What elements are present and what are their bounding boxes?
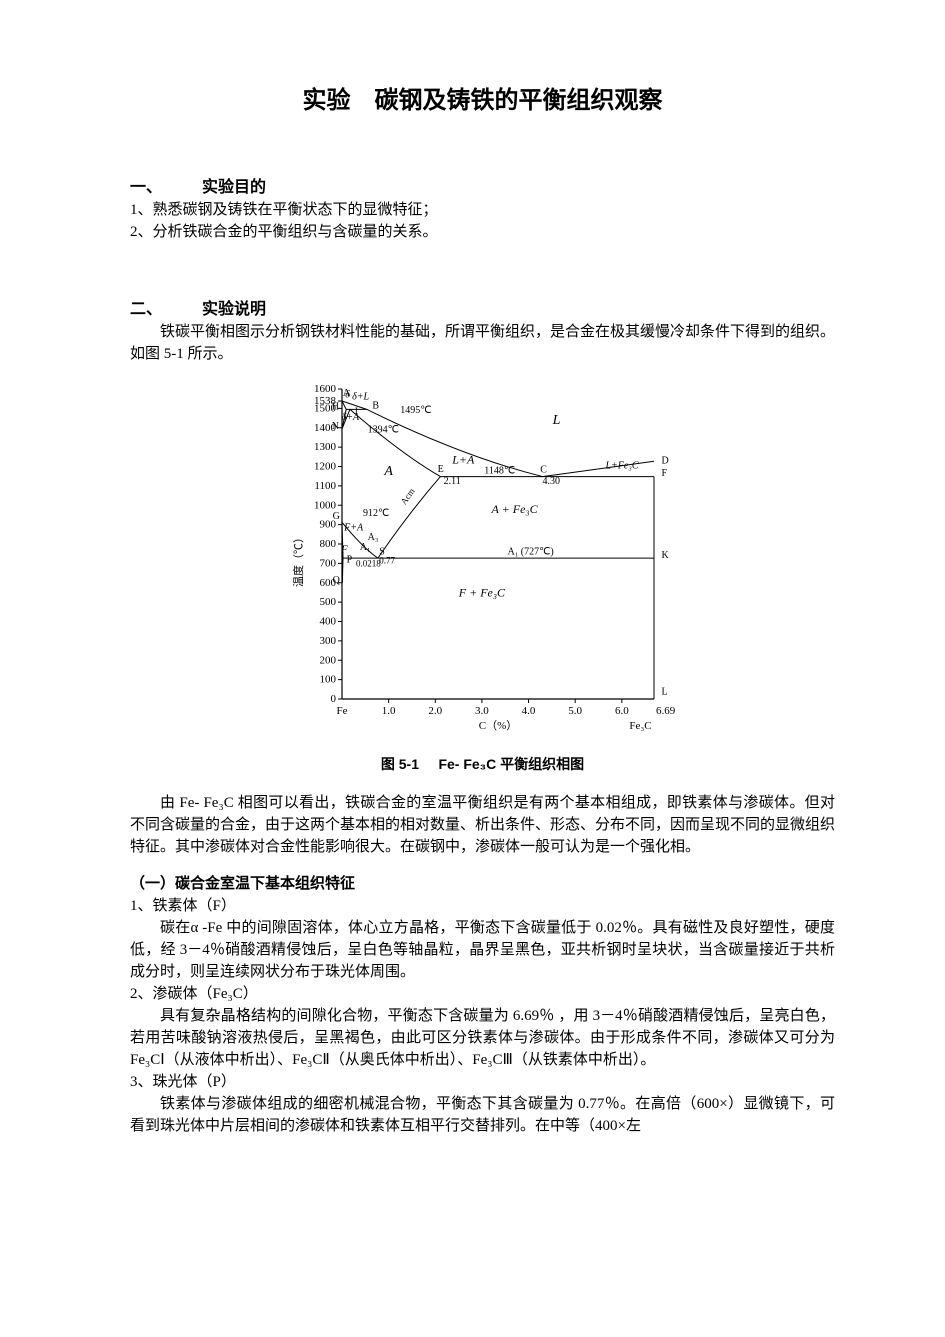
svg-text:100: 100 (319, 674, 336, 686)
s1-item-2: 2、分析铁碳合金的平衡组织与含碳量的关系。 (130, 221, 835, 243)
svg-text:Fe₃C: Fe₃C (629, 720, 651, 732)
section-1-title: 实验目的 (202, 179, 266, 196)
svg-text:N: N (331, 421, 338, 432)
svg-text:δ+L: δ+L (352, 392, 369, 403)
section-1-num: 一、 (130, 173, 202, 197)
item-1-num: 1、铁素体（F） (130, 895, 835, 917)
svg-text:3.0: 3.0 (475, 705, 489, 717)
svg-text:A₁ (727℃): A₁ (727℃) (507, 547, 553, 558)
gap (130, 243, 835, 265)
fig-caption-b: Fe- Fe₃C 平衡组织相图 (438, 756, 584, 772)
page-title: 实验 碳钢及铸铁的平衡组织观察 (130, 80, 835, 115)
fig-caption-a: 图 5-1 (381, 756, 419, 772)
svg-text:C（%）: C（%） (478, 719, 517, 732)
svg-text:0: 0 (330, 693, 336, 705)
svg-text:1495℃: 1495℃ (400, 405, 431, 416)
svg-text:6.69: 6.69 (656, 705, 676, 717)
gap (130, 265, 835, 287)
svg-text:F + Fe₃C: F + Fe₃C (457, 585, 505, 599)
svg-text:K: K (661, 550, 669, 561)
svg-text:L: L (661, 687, 667, 698)
section-2-head: 二、实验说明 (130, 295, 835, 319)
svg-text:C: C (540, 464, 547, 475)
svg-text:800: 800 (319, 538, 336, 550)
svg-text:1.0: 1.0 (381, 705, 395, 717)
svg-text:A: A (383, 464, 393, 479)
svg-text:1300: 1300 (314, 441, 337, 453)
page: 实验 碳钢及铸铁的平衡组织观察 一、实验目的 1、熟悉碳钢及铸铁在平衡状态下的显… (0, 0, 945, 1337)
svg-text:1148℃: 1148℃ (484, 465, 515, 476)
section-1-head: 一、实验目的 (130, 173, 835, 197)
svg-text:E: E (437, 464, 443, 475)
subsection-1-head: （一）碳合金室温下基本组织特征 (130, 872, 835, 893)
svg-text:B: B (372, 400, 379, 411)
svg-text:1394℃: 1394℃ (367, 425, 398, 436)
svg-text:200: 200 (319, 654, 336, 666)
phase-diagram-svg: 0100200300400500600700800900100011001200… (288, 379, 678, 739)
item-3-num: 3、珠光体（P） (130, 1071, 835, 1093)
svg-text:L+Fe₃C: L+Fe₃C (604, 460, 638, 471)
svg-text:G: G (332, 511, 339, 522)
svg-text:4.0: 4.0 (521, 705, 535, 717)
svg-text:H: H (331, 401, 338, 412)
item-1-body: 碳在α -Fe 中的间隙固溶体，体心立方晶格，平衡态下含碳量低于 0.02％。具… (130, 917, 835, 983)
svg-text:4.30: 4.30 (542, 476, 560, 487)
svg-text:Q: Q (332, 575, 340, 586)
svg-text:1000: 1000 (314, 499, 337, 511)
item-3-body: 铁素体与渗碳体组成的细密机械混合物，平衡态下其含碳量为 0.77％。在高倍（60… (130, 1093, 835, 1137)
svg-text:700: 700 (319, 557, 336, 569)
svg-text:1600: 1600 (314, 383, 337, 395)
svg-text:1100: 1100 (314, 480, 336, 492)
svg-text:L: L (551, 413, 560, 428)
svg-text:F: F (661, 468, 667, 479)
svg-text:300: 300 (319, 635, 336, 647)
section-2-title: 实验说明 (202, 301, 266, 318)
svg-text:P: P (346, 554, 352, 565)
svg-text:2.11: 2.11 (443, 476, 460, 487)
svg-text:A: A (342, 388, 350, 399)
svg-text:A + Fe₃C: A + Fe₃C (490, 502, 538, 516)
svg-text:0.0218: 0.0218 (355, 558, 380, 568)
svg-text:J: J (354, 406, 358, 416)
svg-text:500: 500 (319, 596, 336, 608)
svg-text:400: 400 (319, 616, 336, 628)
figure-5-1-caption: 图 5-1 Fe- Fe₃C 平衡组织相图 (130, 754, 835, 774)
svg-text:6.0: 6.0 (614, 705, 628, 717)
figure-5-1: 0100200300400500600700800900100011001200… (130, 379, 835, 744)
section-2-para: 铁碳平衡相图示分析钢铁材料性能的基础，所谓平衡组织，是合金在极其缓慢冷却条件下得… (130, 321, 835, 365)
s2-after-para: 由 Fe- Fe₃C 相图可以看出，铁碳合金的室温平衡组织是有两个基本相组成，即… (130, 792, 835, 858)
item-2-body: 具有复杂晶格结构的间隙化合物，平衡态下含碳量为 6.69％ ，用 3－4％硝酸酒… (130, 1005, 835, 1071)
svg-text:D: D (661, 456, 668, 467)
svg-text:1200: 1200 (314, 461, 337, 473)
svg-text:L+A: L+A (451, 453, 475, 467)
svg-text:912℃: 912℃ (362, 508, 388, 519)
svg-text:0.77: 0.77 (379, 555, 395, 565)
svg-text:F+A: F+A (343, 522, 364, 533)
svg-text:2.0: 2.0 (428, 705, 442, 717)
section-2-num: 二、 (130, 295, 202, 319)
svg-text:Fe: Fe (336, 705, 347, 717)
svg-text:5.0: 5.0 (568, 705, 582, 717)
s1-item-1: 1、熟悉碳钢及铸铁在平衡状态下的显微特征； (130, 199, 835, 221)
svg-text:A₁: A₁ (359, 542, 370, 553)
svg-text:温度（℃）: 温度（℃） (291, 532, 305, 587)
item-2-num: 2、渗碳体（Fe₃C） (130, 983, 835, 1005)
